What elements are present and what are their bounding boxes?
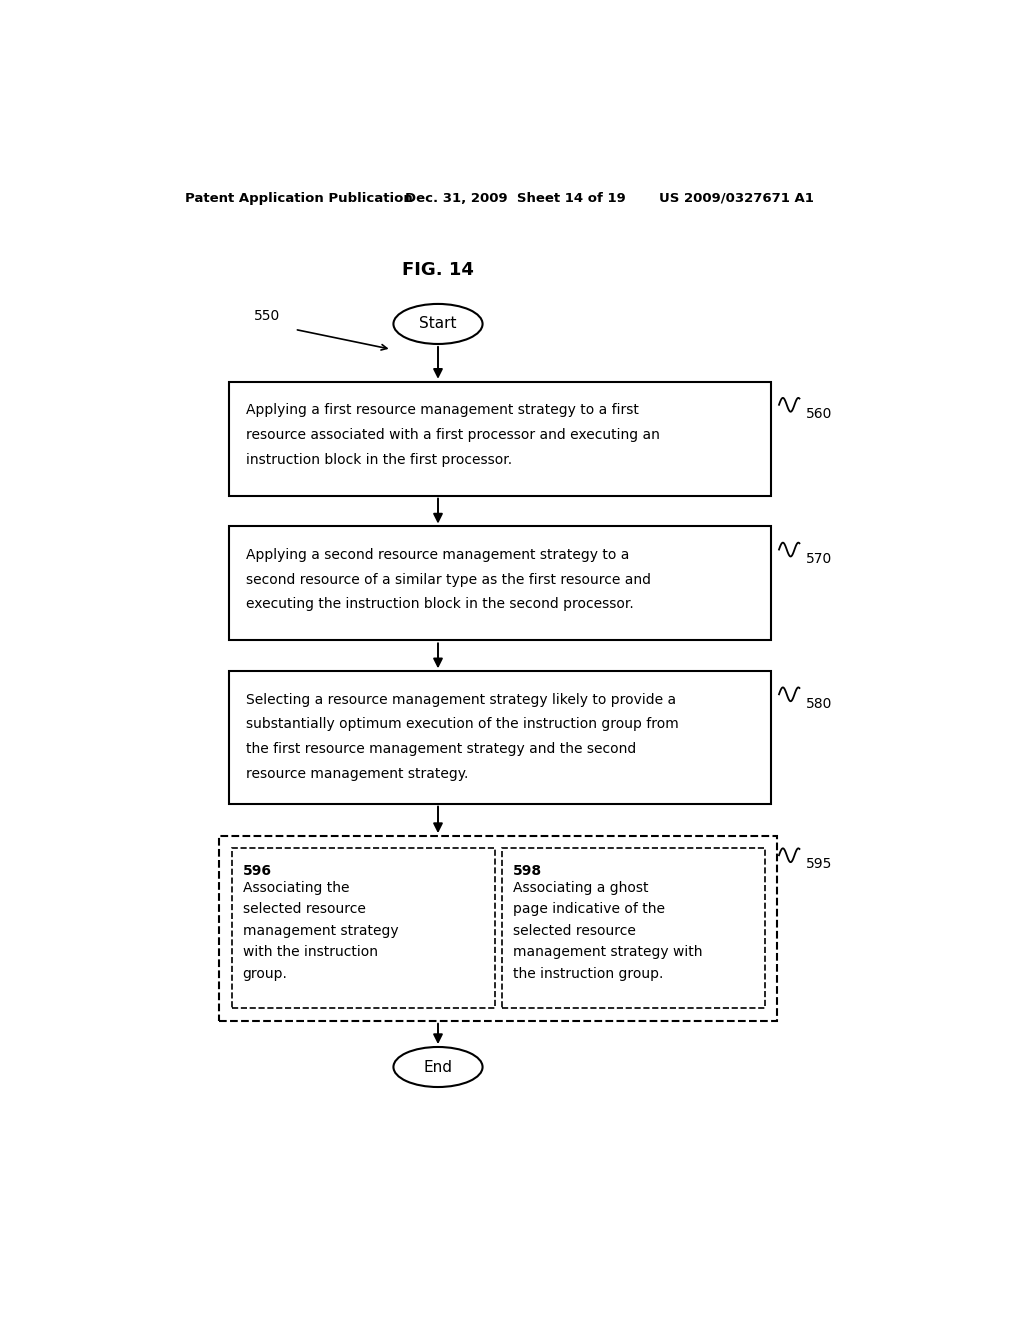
Text: the instruction group.: the instruction group. <box>513 966 664 981</box>
Text: Start: Start <box>419 317 457 331</box>
Text: Dec. 31, 2009  Sheet 14 of 19: Dec. 31, 2009 Sheet 14 of 19 <box>406 191 627 205</box>
Text: resource associated with a first processor and executing an: resource associated with a first process… <box>246 428 659 442</box>
Text: FIG. 14: FIG. 14 <box>402 261 474 279</box>
Text: Applying a second resource management strategy to a: Applying a second resource management st… <box>246 548 629 562</box>
Text: selected resource: selected resource <box>513 924 636 937</box>
Text: management strategy: management strategy <box>243 924 398 937</box>
Text: substantially optimum execution of the instruction group from: substantially optimum execution of the i… <box>246 718 679 731</box>
Text: group.: group. <box>243 966 288 981</box>
Text: US 2009/0327671 A1: US 2009/0327671 A1 <box>658 191 814 205</box>
Text: resource management strategy.: resource management strategy. <box>246 767 468 780</box>
Text: the first resource management strategy and the second: the first resource management strategy a… <box>246 742 636 756</box>
Ellipse shape <box>393 1047 482 1088</box>
Text: second resource of a similar type as the first resource and: second resource of a similar type as the… <box>246 573 651 586</box>
Text: executing the instruction block in the second processor.: executing the instruction block in the s… <box>246 598 634 611</box>
Text: 580: 580 <box>806 697 833 710</box>
Bar <box>219 836 777 1020</box>
Text: 596: 596 <box>243 863 271 878</box>
Text: 570: 570 <box>806 552 831 566</box>
Text: selected resource: selected resource <box>243 903 366 916</box>
Text: Applying a first resource management strategy to a first: Applying a first resource management str… <box>246 404 639 417</box>
Text: 595: 595 <box>806 858 833 871</box>
Text: End: End <box>424 1060 453 1074</box>
Text: instruction block in the first processor.: instruction block in the first processor… <box>246 453 512 466</box>
Bar <box>228 671 771 804</box>
Ellipse shape <box>393 304 482 345</box>
Text: page indicative of the: page indicative of the <box>513 903 666 916</box>
Text: with the instruction: with the instruction <box>243 945 378 960</box>
Text: Selecting a resource management strategy likely to provide a: Selecting a resource management strategy… <box>246 693 676 706</box>
Text: 560: 560 <box>806 407 833 421</box>
Text: 598: 598 <box>513 863 543 878</box>
Text: Patent Application Publication: Patent Application Publication <box>184 191 413 205</box>
Bar <box>503 849 765 1008</box>
Text: 550: 550 <box>254 309 281 323</box>
Text: management strategy with: management strategy with <box>513 945 702 960</box>
Bar <box>228 527 771 640</box>
Text: Associating the: Associating the <box>243 880 349 895</box>
Bar <box>231 849 495 1008</box>
Text: Associating a ghost: Associating a ghost <box>513 880 648 895</box>
Bar <box>228 381 771 496</box>
